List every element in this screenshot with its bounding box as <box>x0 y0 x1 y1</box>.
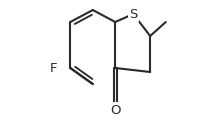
Text: S: S <box>129 7 138 21</box>
Text: O: O <box>110 103 121 117</box>
Text: F: F <box>50 61 57 75</box>
